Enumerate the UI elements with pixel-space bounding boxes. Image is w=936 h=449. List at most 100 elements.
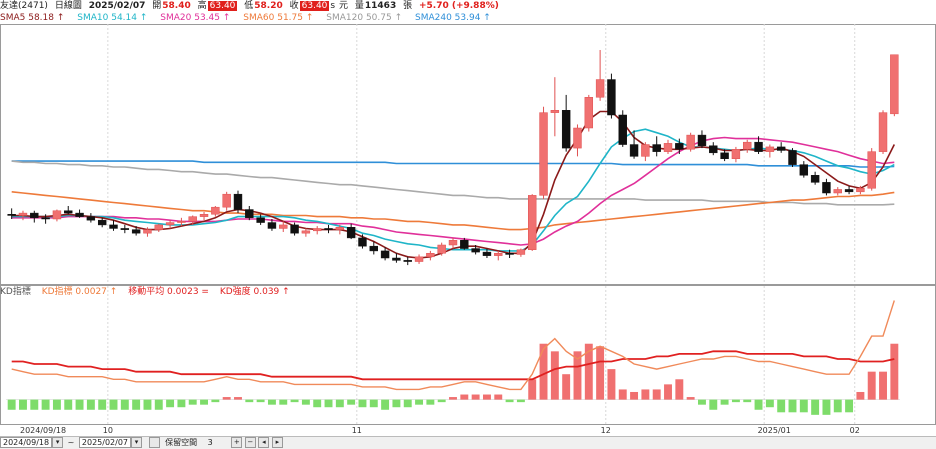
candle [358,237,367,247]
histogram-bar [799,399,808,413]
histogram-bar [234,397,242,400]
zoom-in-button[interactable]: + [231,437,243,448]
open-value: 58.40 [162,1,191,11]
candle [211,206,220,215]
histogram-bar [550,351,559,400]
date-value: 2025/02/07 [88,1,146,11]
end-date-field[interactable]: 2025/02/07 [78,437,132,448]
x-tick-label: 11 [352,426,362,435]
histogram-bar [731,399,740,403]
histogram-bar [369,399,378,408]
zoom-out-button[interactable]: − [244,437,256,448]
histogram-bar [324,399,333,408]
histogram-bar [177,399,186,408]
histogram-bar [98,399,107,410]
high-value: 63.40 [207,1,238,11]
histogram-bar [154,399,163,410]
histogram-bar [822,399,831,415]
volume-unit: 張 [403,1,413,11]
candle [75,212,84,217]
candle [312,228,322,232]
histogram-bar [86,399,95,410]
sub-title: KD指標 [0,287,31,297]
start-date-field[interactable]: 2024/09/18 [0,437,53,448]
x-tick-label: 12 [601,426,611,435]
histogram-bar [471,394,480,400]
keep-space-value[interactable]: 3 [207,438,213,447]
candle [709,145,718,154]
histogram-bar [777,399,786,413]
candle [471,248,480,253]
histogram-bar [675,379,684,400]
ma-legend: SMA5 58.18 ↑ SMA10 54.14 ↑ SMA20 53.45 ↑… [0,12,936,24]
candle [245,209,254,219]
scroll-right-button[interactable]: ▸ [271,437,283,448]
histogram-bar [720,399,729,405]
candle [380,250,390,259]
histogram-bar [19,399,27,410]
sma5-line [11,110,896,259]
close-value: 63.40 [299,1,330,11]
candle [776,146,786,151]
x-tick-label: 2024/09/18 [20,426,66,435]
candle [143,229,152,234]
histogram-bar [41,399,50,410]
histogram-bar [528,379,537,400]
candle [663,143,673,152]
low-label: 低 [244,1,254,11]
k-line [11,300,895,391]
histogram-bar [765,399,774,408]
ma-signal-line [11,350,895,381]
histogram-bar [482,394,491,400]
candle [448,240,458,246]
candle [482,251,492,256]
candle [154,224,163,230]
candle [765,146,775,152]
candle [346,227,356,239]
histogram-bar [539,343,548,400]
apply-checkbox[interactable] [148,437,160,448]
candle [41,217,50,220]
volume-value: 11463 [364,1,397,11]
histogram-bar [290,399,299,403]
histogram-bar [211,399,220,403]
histogram-bar [166,399,175,408]
candle [878,112,888,152]
start-date-dropdown-icon[interactable]: ▾ [52,437,64,448]
candle [97,219,107,226]
histogram-bar [584,343,593,400]
histogram-bar [120,399,129,410]
candle [856,188,865,193]
candle [369,245,378,252]
end-date-dropdown-icon[interactable]: ▾ [131,437,143,448]
sma120-line [11,160,895,206]
candle [109,224,118,229]
histogram-bar [743,399,752,403]
candle [290,224,299,234]
histogram-bar [313,399,322,408]
histogram-bar [188,399,197,405]
histogram-bar [516,399,525,403]
histogram-bar [596,346,605,400]
low-value: 58.20 [254,1,283,11]
candle [822,182,831,194]
candle [403,260,412,262]
histogram-bar [630,391,639,400]
histogram-bar [256,399,265,403]
volume-label: 量 [354,1,364,11]
unit-label: 元 [338,1,348,11]
candle [595,79,605,98]
price-chart[interactable]: 2024/09/18 10 11 12 2025/01 02 [0,0,936,436]
candle [279,224,288,229]
bottom-toolbar: 2024/09/18 ▾ ~ 2025/02/07 ▾ 保留空間 3 + − ◂ ▸ [0,436,936,449]
histogram-bar [132,399,141,410]
sma60-line [11,191,895,231]
candle [233,193,243,210]
scroll-left-button[interactable]: ◂ [258,437,270,448]
histogram-bar [856,391,865,400]
histogram-bar [607,369,616,400]
candle [618,114,627,145]
histogram-bar [505,399,514,403]
histogram-bar [143,399,152,410]
candle [539,112,548,196]
